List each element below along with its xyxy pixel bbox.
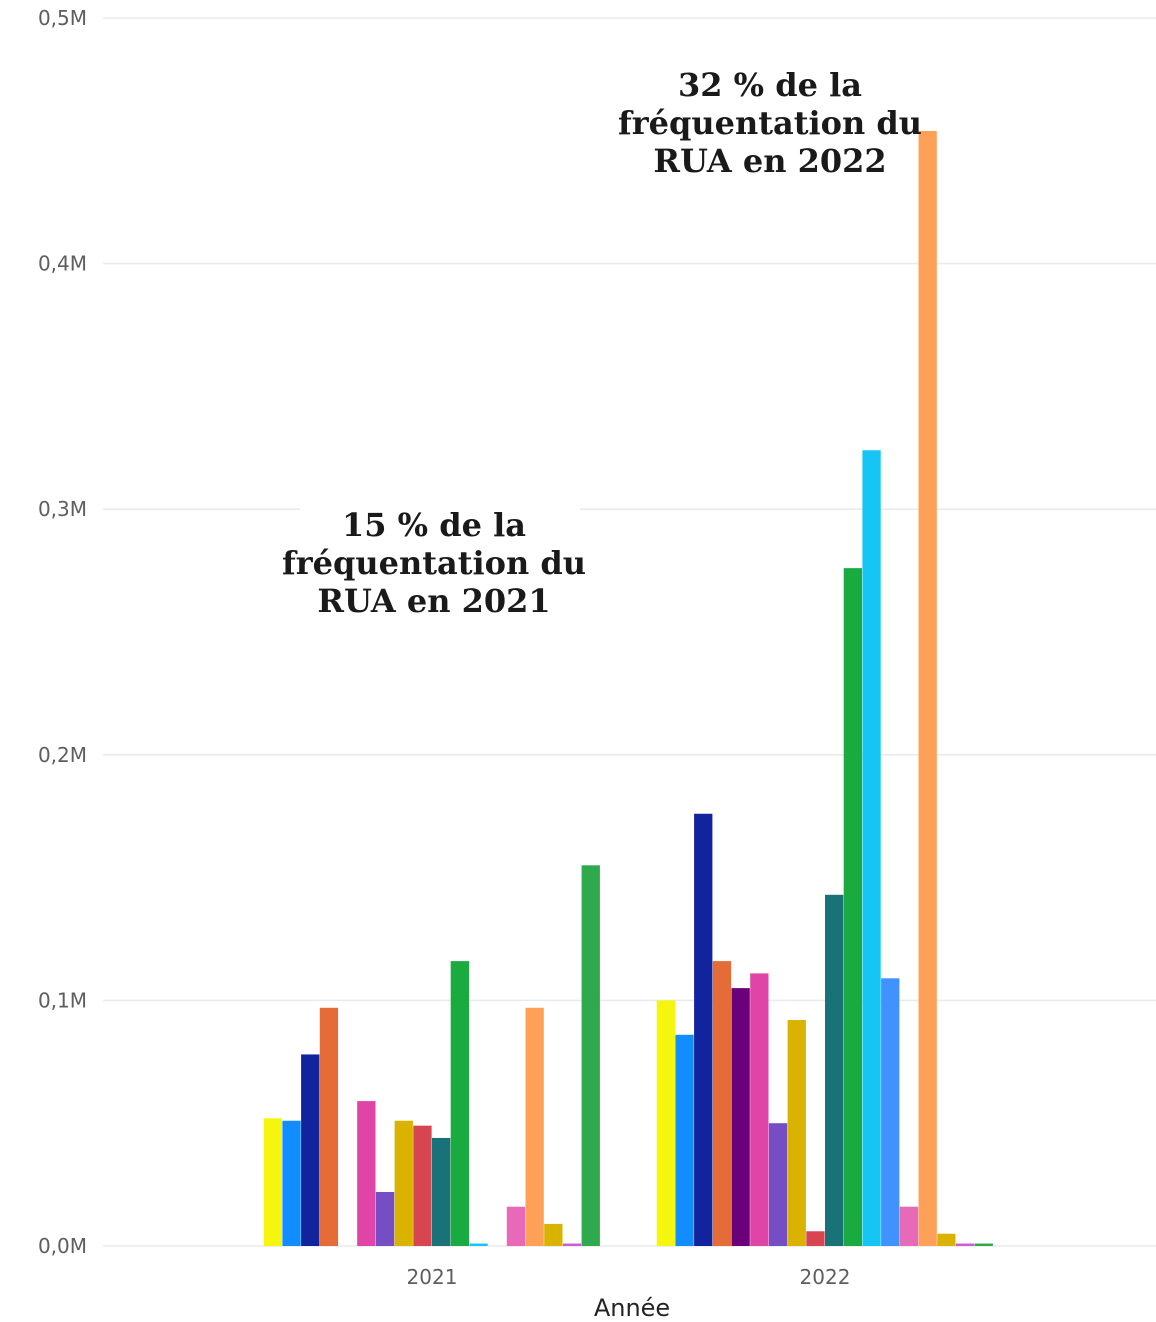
x-axis-ticks: 2021 2022 — [407, 1265, 851, 1289]
bar — [862, 450, 881, 1246]
bar — [843, 568, 862, 1246]
annotation-background — [640, 60, 902, 182]
bar — [918, 130, 937, 1247]
bar — [787, 1020, 806, 1246]
y-tick-label: 0,3M — [38, 497, 87, 521]
bar — [357, 1101, 376, 1246]
y-axis-ticks: 0,0M 0,1M 0,2M 0,3M 0,4M 0,5M — [38, 6, 87, 1258]
bar — [955, 1243, 975, 1246]
bar — [712, 961, 732, 1246]
y-tick-label: 0,0M — [38, 1234, 87, 1258]
bar — [694, 813, 713, 1246]
annotation-background — [300, 500, 580, 620]
bar — [319, 1007, 339, 1246]
annotation-line: fréquentation du — [618, 104, 922, 142]
x-axis-title: Année — [594, 1294, 670, 1322]
bar — [375, 1191, 395, 1246]
bar — [974, 1243, 993, 1246]
y-tick-label: 0,1M — [38, 988, 87, 1012]
annotation-line: 32 % de la — [678, 66, 862, 104]
bar — [450, 961, 469, 1246]
bar — [413, 1125, 432, 1246]
bar — [899, 1206, 919, 1246]
bar — [562, 1243, 582, 1246]
bar — [394, 1120, 413, 1246]
bar — [432, 1137, 451, 1246]
bars — [263, 130, 993, 1247]
annotation-line: RUA en 2022 — [653, 142, 886, 180]
y-tick-label: 0,2M — [38, 743, 87, 767]
bar — [750, 973, 769, 1246]
bar — [806, 1231, 825, 1246]
bar — [675, 1034, 694, 1246]
y-tick-label: 0,4M — [38, 252, 87, 276]
y-tick-label: 0,5M — [38, 6, 87, 30]
bar — [731, 988, 750, 1246]
bar — [525, 1007, 544, 1246]
bar — [825, 894, 844, 1246]
bar — [768, 1123, 788, 1246]
bar — [581, 865, 600, 1246]
bar — [881, 978, 900, 1246]
bar — [282, 1120, 301, 1246]
bar — [656, 1000, 675, 1246]
bar — [469, 1243, 488, 1246]
annotation-line: RUA en 2021 — [317, 582, 550, 620]
gridlines — [103, 17, 1156, 1247]
bar — [263, 1118, 282, 1246]
bar — [937, 1233, 956, 1246]
x-tick-label: 2022 — [800, 1265, 851, 1289]
bar — [301, 1054, 320, 1246]
annotation-line: 15 % de la — [342, 506, 526, 544]
x-tick-label: 2021 — [407, 1265, 458, 1289]
bar — [506, 1206, 526, 1246]
bar — [544, 1223, 563, 1246]
annotation-line: fréquentation du — [282, 544, 586, 582]
